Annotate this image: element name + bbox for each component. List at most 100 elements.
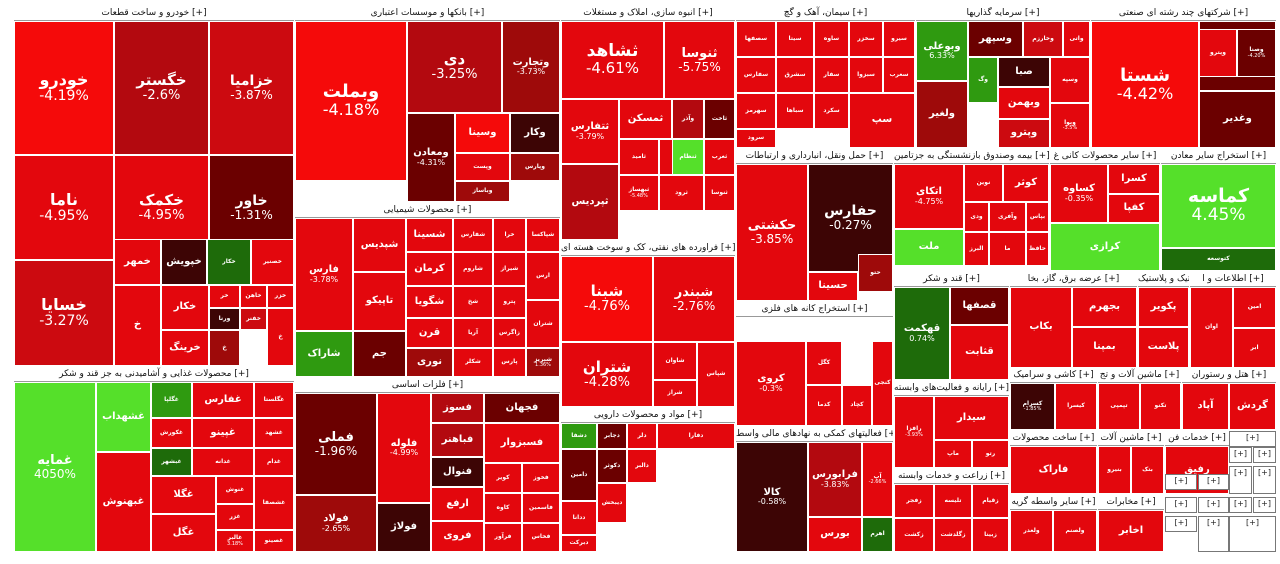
stock-tile[interactable]: ودی [964,202,989,232]
stock-tile[interactable]: سبزوا [849,57,883,93]
small-sector-expand[interactable]: [+] [1198,497,1229,513]
small-sector-expand[interactable]: [+] [1229,497,1252,513]
stock-tile[interactable]: شتران [526,300,560,348]
stock-tile[interactable]: ومعادن -4.31% [407,113,455,202]
stock-tile[interactable]: خ [114,285,161,366]
stock-tile[interactable]: سشرق [776,57,814,93]
stock-tile[interactable]: قثابت [950,325,1009,380]
stock-tile[interactable]: خپویش [161,239,207,285]
small-sector-expand[interactable]: [+] [1229,447,1252,463]
stock-tile[interactable]: بورس [808,517,862,552]
stock-tile[interactable]: وکار [510,113,560,153]
stock-tile[interactable]: آپ -2.66% [862,442,893,517]
stock-tile[interactable]: شبریز 1.36% [526,348,560,377]
stock-tile[interactable]: فملی -1.96% [295,393,377,495]
stock-tile[interactable]: کاوه [484,493,522,523]
stock-tile[interactable]: خکار [207,239,251,285]
stock-tile[interactable]: وسپه [1050,57,1090,103]
stock-tile[interactable]: البرز [964,232,989,266]
stock-tile[interactable]: خر [209,285,240,308]
stock-tile[interactable]: واتی [1063,21,1090,57]
stock-tile[interactable]: بمپنا [1072,327,1137,368]
sector-header[interactable]: قند و شکر [+] [894,272,1009,287]
stock-tile[interactable]: امین [1233,287,1276,328]
stock-tile[interactable]: شبندر -2.76% [653,256,735,342]
stock-tile[interactable]: غکورش [151,418,192,448]
stock-tile[interactable]: خگستر -2.6% [114,21,209,155]
stock-tile[interactable]: خاهن [240,285,267,308]
stock-tile[interactable]: کگل [806,341,842,385]
sector-header[interactable]: سایر محصولات کانی غ [+] [1050,149,1160,164]
sector-header[interactable]: خودرو و ساخت قطعات [+] [14,6,294,21]
stock-tile[interactable]: وپترو [998,119,1050,148]
stock-tile[interactable]: دفارا [657,423,735,449]
stock-tile[interactable]: زبینا [972,518,1009,552]
sector-header[interactable]: مخابرات [+] [1098,495,1164,510]
stock-tile[interactable]: شستا -4.42% [1091,21,1199,148]
stock-tile[interactable]: خمهر [114,239,161,285]
stock-tile[interactable]: کتوسعه [1161,248,1276,271]
stock-tile[interactable]: ما [989,232,1026,266]
stock-tile[interactable]: آریا [453,318,493,348]
stock-tile[interactable]: دشفا [561,423,597,449]
stock-tile[interactable]: فباهنر [431,423,484,457]
small-sector-expand[interactable]: [+] [1253,497,1276,513]
stock-tile[interactable]: شخ [453,286,493,318]
stock-tile[interactable]: وبوعلی 6.33% [916,21,968,81]
stock-tile[interactable]: غصینو [254,530,294,552]
stock-tile[interactable]: رتو [972,440,1009,468]
stock-tile[interactable]: قهکمت 0.74% [894,287,950,380]
stock-tile[interactable]: غگلستا [254,382,294,418]
stock-tile[interactable]: وصنا -4.20% [1237,29,1276,77]
stock-tile[interactable]: شاراک [295,331,353,377]
stock-tile[interactable]: وبهمن [998,87,1050,119]
stock-tile[interactable]: ثمسکن [619,99,672,139]
stock-tile[interactable]: خزامیا -3.87% [209,21,294,155]
stock-tile[interactable]: کسرام -1.85% [1010,383,1055,430]
sector-header[interactable]: اطلاعات و ا [+] [1190,272,1276,287]
sector-header[interactable]: فعالیتهای کمکی به نهادهای مالی واسط [+] [736,427,893,442]
stock-tile[interactable]: ثنظام [672,139,704,175]
stock-tile[interactable]: خسایا -3.27% [14,260,114,366]
stock-tile[interactable]: فاراک [1010,446,1097,494]
stock-tile[interactable]: بنیرو [1098,446,1131,494]
stock-tile[interactable]: بتک [1131,446,1164,494]
stock-tile[interactable]: اهرم [862,517,893,552]
stock-tile[interactable]: غگلپا [151,382,192,418]
stock-tile[interactable]: ثاخت [704,99,735,139]
stock-tile[interactable]: قرن [406,318,453,348]
stock-tile[interactable]: خصنیر [251,239,294,285]
stock-tile[interactable]: ولغدر [1010,510,1053,552]
stock-tile[interactable]: خ [267,308,294,366]
stock-tile[interactable]: بپاس [1026,202,1049,232]
stock-tile[interactable]: شسینا [406,218,453,252]
sector-header[interactable]: زراعت و خدمات وابسته [+] [894,469,1009,484]
stock-tile[interactable]: ثغرب [704,139,735,175]
stock-tile[interactable]: سفار [814,57,849,93]
stock-tile[interactable]: دکوثر [597,449,627,483]
stock-tile[interactable]: نوری [406,348,453,377]
stock-tile[interactable]: کچاد [842,385,872,426]
stock-tile[interactable]: کوثر [1003,164,1049,202]
stock-tile[interactable]: غفارس [192,382,254,418]
stock-tile[interactable]: کیسرا [1055,383,1097,430]
stock-tile[interactable]: دبرکت [561,535,597,552]
stock-tile[interactable]: شاوان [653,342,697,380]
stock-tile[interactable]: وپارس [510,153,560,181]
stock-tile[interactable]: فلوله -4.99% [377,393,431,503]
stock-tile[interactable]: قصفها [950,287,1009,325]
stock-tile[interactable]: ماپ [934,440,972,468]
stock-tile[interactable]: سپ [849,93,915,148]
stock-tile[interactable]: ولصنم [1053,510,1097,552]
stock-tile[interactable]: نوین [964,164,1003,202]
stock-tile[interactable]: شیراز [493,252,526,286]
stock-tile[interactable]: ناما -4.95% [14,155,114,260]
sector-header[interactable]: مواد و محصولات دارویی [+] [561,408,735,423]
stock-tile[interactable]: غدام [254,448,294,476]
stock-tile[interactable]: گردش [1229,383,1276,430]
stock-tile[interactable]: فسبزوار [484,423,560,463]
stock-tile[interactable]: ثبهساز -5.48% [619,175,659,211]
stock-tile[interactable]: دجابر [597,423,627,449]
stock-tile[interactable]: ثتفارس -3.79% [561,99,619,164]
stock-tile[interactable]: غبشهر [151,448,192,476]
